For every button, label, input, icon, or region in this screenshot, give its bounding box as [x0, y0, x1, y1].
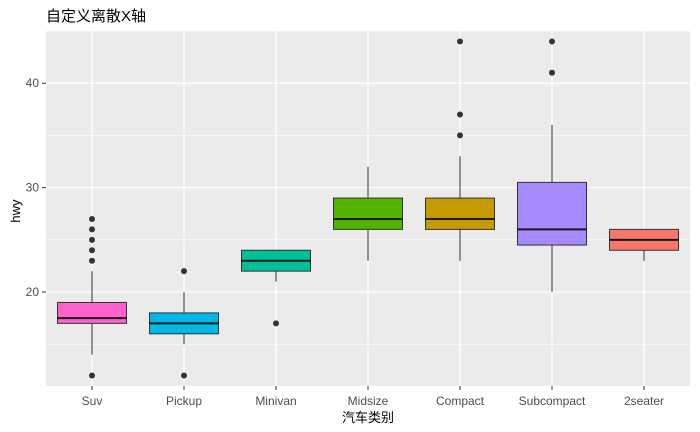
y-tick-label: 40 [26, 76, 40, 90]
outlier-point [181, 268, 187, 275]
outlier-point [89, 257, 95, 264]
box-pickup [149, 268, 219, 379]
chart-title: 自定义离散X轴 [46, 8, 146, 25]
outlier-point [89, 236, 95, 243]
outlier-point [181, 372, 187, 379]
box-subcompact [517, 38, 587, 293]
box-compact [425, 38, 495, 261]
x-tick-label: Midsize [348, 394, 389, 408]
outlier-point [457, 132, 463, 139]
x-tick-label: 2seater [624, 394, 664, 408]
outlier-point [89, 226, 95, 233]
box-2seater [609, 228, 679, 261]
outlier-point [89, 372, 95, 379]
box-series [57, 38, 679, 379]
box-iqr [333, 197, 403, 230]
outlier-point [273, 320, 279, 327]
box-minivan [241, 249, 311, 327]
outlier-point [457, 38, 463, 45]
x-axis-title: 汽车类别 [342, 410, 394, 425]
box-iqr [517, 181, 587, 246]
x-tick-label: Pickup [166, 394, 202, 408]
x-axis: Suv Pickup Minivan Midsize Compact Subcompact… [82, 386, 664, 408]
x-tick-label: Compact [436, 394, 485, 408]
box-suv [57, 215, 127, 379]
box-midsize [333, 166, 403, 261]
box-iqr [425, 197, 495, 230]
x-tick-label: Minivan [255, 394, 296, 408]
y-axis: 20 30 40 [26, 76, 46, 299]
outlier-point [549, 69, 555, 76]
y-tick-label: 20 [26, 285, 40, 299]
x-tick-label: Suv [82, 394, 103, 408]
x-tick-label: Subcompact [519, 394, 586, 408]
y-axis-title: hwy [8, 199, 23, 223]
outlier-point [549, 38, 555, 45]
box-iqr [57, 301, 127, 324]
y-tick-label: 30 [26, 181, 40, 195]
outlier-point [457, 111, 463, 118]
outlier-point [89, 215, 95, 222]
outlier-point [89, 247, 95, 254]
